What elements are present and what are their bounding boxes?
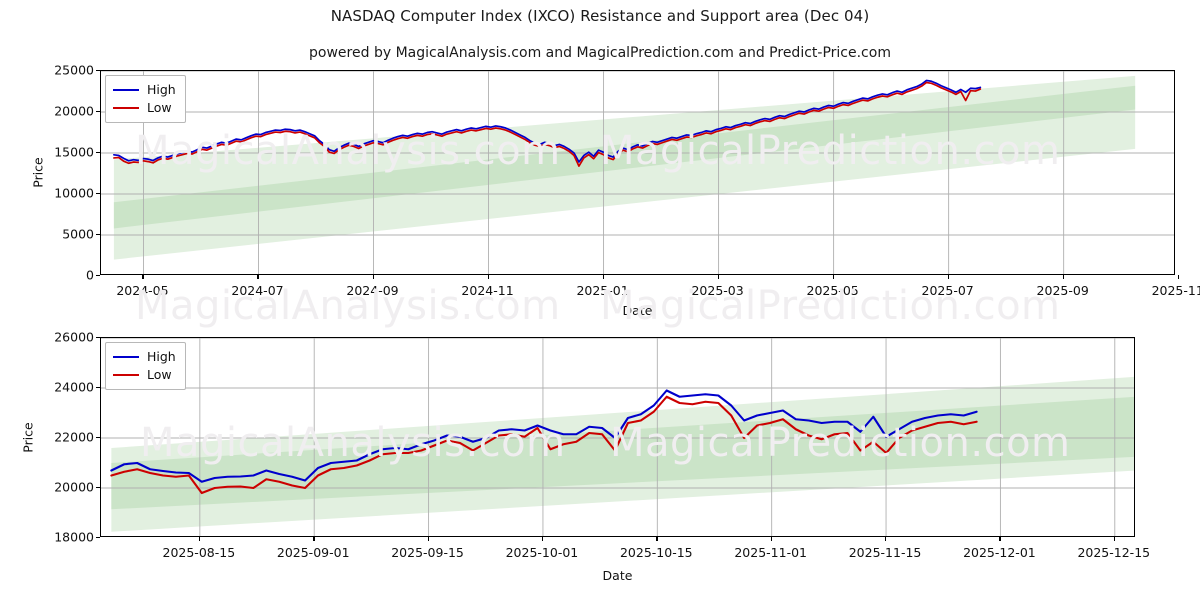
overview-x-tick-label: 2024-07: [231, 283, 284, 298]
x-tick-mark: [427, 537, 429, 541]
overview-panel: [100, 70, 1175, 275]
legend-item: High: [113, 348, 176, 366]
legend-line-swatch: [113, 356, 139, 358]
overview-x-tick-label: 2025-01: [576, 283, 629, 298]
zoom-x-axis-label: Date: [602, 568, 633, 583]
x-tick-mark: [257, 275, 259, 279]
overview-inner-band: [113, 85, 1136, 229]
chart-title: NASDAQ Computer Index (IXCO) Resistance …: [330, 7, 870, 25]
x-tick-mark: [1062, 275, 1064, 279]
x-tick-mark: [372, 275, 374, 279]
zoom-y-tick-label: 18000: [54, 529, 94, 545]
zoom-x-tick-label: 2025-09-15: [391, 545, 464, 560]
overview-y-tick-label: 10000: [54, 185, 94, 201]
x-tick-mark: [1177, 275, 1179, 279]
legend-item: Low: [113, 366, 176, 384]
y-tick-mark: [96, 437, 100, 439]
overview-x-tick-label: 2024-09: [346, 283, 399, 298]
x-tick-mark: [656, 537, 658, 541]
overview-y-tick-label: 0: [86, 267, 94, 283]
legend-label: Low: [147, 99, 172, 115]
y-tick-mark: [96, 487, 100, 489]
zoom-x-tick-label: 2025-11-01: [734, 545, 807, 560]
x-tick-mark: [198, 537, 201, 541]
zoom-panel: [100, 337, 1135, 537]
x-tick-mark: [717, 275, 719, 279]
y-tick-mark: [96, 537, 100, 539]
y-tick-mark: [96, 337, 100, 339]
overview-y-tick-label: 15000: [54, 144, 94, 160]
x-tick-mark: [487, 275, 489, 279]
zoom-x-tick-label: 2025-12-01: [963, 545, 1036, 560]
x-tick-mark: [832, 275, 834, 279]
overview-x-tick-label: 2024-11: [461, 283, 514, 298]
x-tick-mark: [885, 537, 887, 541]
zoom-x-tick-label: 2025-09-01: [276, 545, 350, 560]
zoom-x-tick-label: 2025-12-15: [1077, 545, 1151, 560]
zoom-x-tick-label: 2025-10-01: [505, 545, 579, 560]
y-tick-mark: [96, 234, 100, 236]
overview-x-tick-label: 2024-05: [116, 283, 169, 298]
overview-x-tick-label: 2025-11: [1151, 283, 1200, 298]
x-tick-mark: [313, 537, 315, 541]
legend-label: High: [147, 348, 176, 364]
zoom-legend: High Low: [105, 342, 186, 390]
zoom-plot-area: [100, 337, 1135, 537]
y-tick-mark: [96, 193, 100, 195]
zoom-y-tick-label: 24000: [54, 379, 94, 395]
y-tick-mark: [96, 387, 100, 389]
overview-y-tick-label: 25000: [54, 62, 94, 78]
overview-y-tick-label: 5000: [62, 226, 94, 242]
zoom-x-tick-label: 2025-08-15: [162, 545, 236, 560]
legend-item: High: [113, 81, 176, 99]
overview-x-tick-label: 2025-05: [806, 283, 859, 298]
legend-line-swatch: [113, 89, 139, 91]
y-tick-mark: [96, 152, 100, 154]
zoom-series-low: [110, 395, 978, 495]
x-tick-mark: [947, 275, 949, 279]
zoom-x-tick-label: 2025-10-15: [619, 545, 693, 560]
zoom-series-high: [110, 389, 978, 483]
overview-x-tick-label: 2025-09: [1036, 283, 1089, 298]
legend-label: Low: [147, 366, 172, 382]
legend-item: Low: [113, 99, 176, 117]
overview-plot-area: [100, 70, 1175, 275]
overview-legend: High Low: [105, 75, 186, 123]
y-tick-mark: [96, 111, 100, 113]
zoom-x-tick-label: 2025-11-15: [848, 545, 922, 560]
x-tick-mark: [999, 537, 1001, 541]
overview-x-tick-label: 2025-07: [921, 283, 974, 298]
overview-y-tick-label: 20000: [54, 103, 94, 119]
x-tick-mark: [541, 537, 544, 541]
legend-line-swatch: [113, 107, 139, 109]
overview-series-high: [113, 79, 982, 163]
y-tick-mark: [96, 275, 100, 277]
overview-svg: [101, 71, 1174, 274]
legend-label: High: [147, 81, 176, 97]
zoom-y-tick-label: 22000: [54, 429, 94, 445]
legend-line-swatch: [113, 374, 139, 376]
overview-x-axis-label: Date: [622, 303, 653, 318]
zoom-y-tick-label: 26000: [54, 329, 94, 345]
x-tick-mark: [1113, 537, 1116, 541]
zoom-y-tick-label: 20000: [54, 479, 94, 495]
y-tick-mark: [96, 70, 100, 72]
x-tick-mark: [142, 275, 144, 279]
x-tick-mark: [770, 537, 772, 541]
overview-x-tick-label: 2025-03: [691, 283, 744, 298]
chart-subtitle: powered by MagicalAnalysis.com and Magic…: [309, 45, 891, 61]
zoom-svg: [101, 338, 1134, 536]
overview-series-low: [113, 81, 982, 167]
x-tick-mark: [602, 275, 604, 279]
